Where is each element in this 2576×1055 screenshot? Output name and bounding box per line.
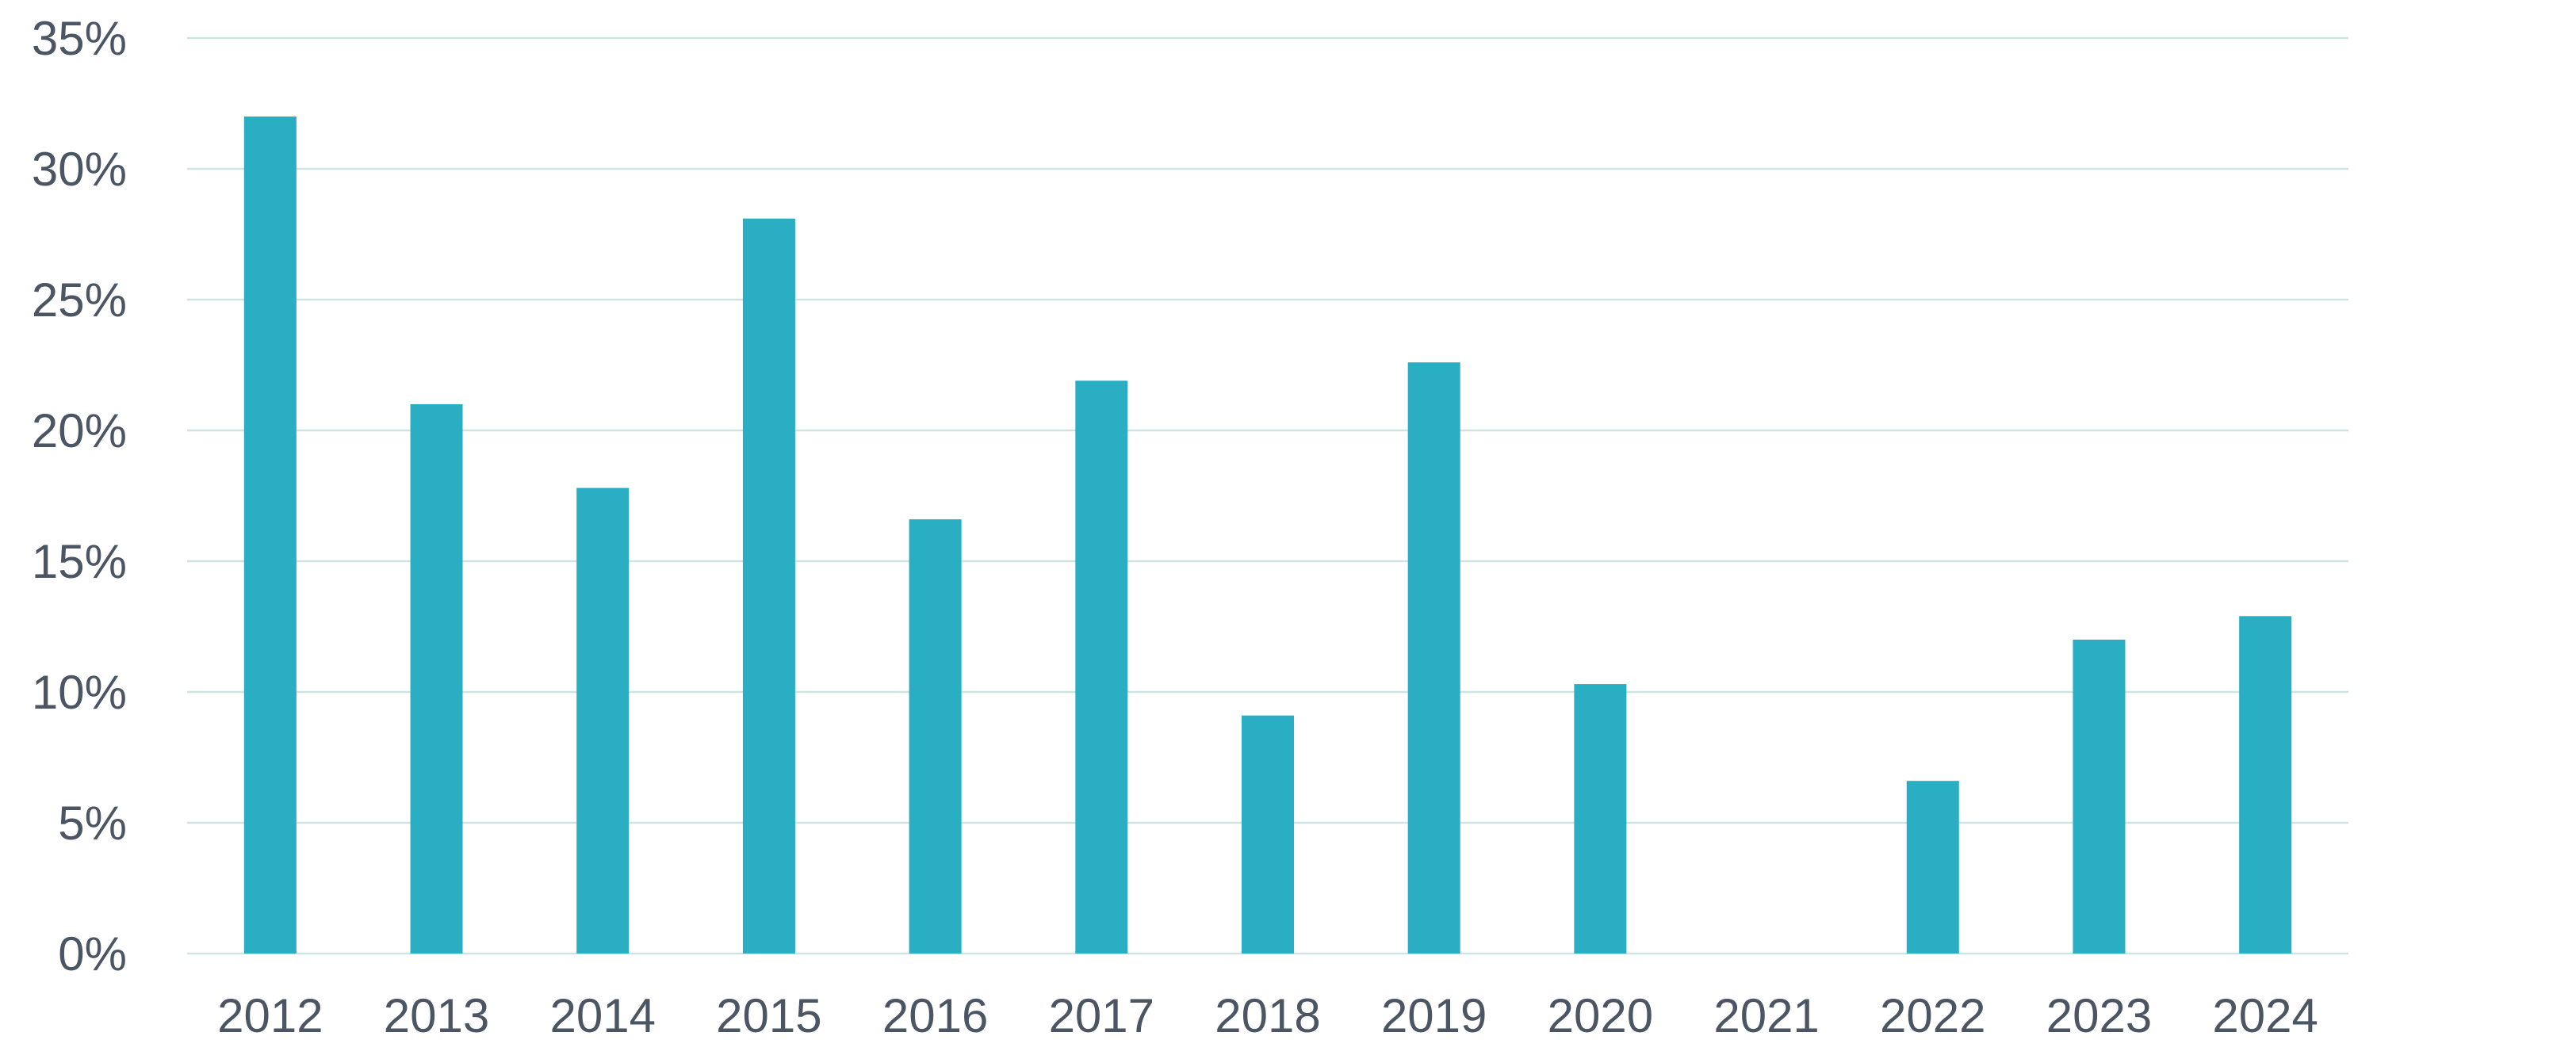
x-axis-ticks: 2012 2013 2014 2015 2016 2017 2018 2019 2020 2021…: [217, 989, 2318, 1042]
bar-2024: [2239, 616, 2292, 954]
gridlines: [187, 36, 2348, 955]
bar-2018: [1242, 715, 1294, 954]
y-tick-label: 10%: [32, 666, 127, 719]
x-tick-label-2020: 2020: [1548, 989, 1653, 1042]
bar-2012: [243, 117, 297, 954]
bar-2020: [1574, 684, 1627, 954]
bars: [243, 117, 2292, 954]
y-tick-label: 30%: [32, 143, 127, 196]
bar-2023: [2073, 640, 2126, 954]
x-tick-label-2023: 2023: [2046, 989, 2152, 1042]
bar-2016: [909, 519, 962, 954]
x-tick-label-2022: 2022: [1880, 989, 1985, 1042]
x-tick-label-2012: 2012: [217, 989, 323, 1042]
x-tick-label-2013: 2013: [384, 989, 489, 1042]
bar-2015: [742, 218, 795, 954]
y-tick-label: 35%: [32, 12, 127, 65]
x-tick-label-2016: 2016: [882, 989, 988, 1042]
x-tick-label-2018: 2018: [1215, 989, 1320, 1042]
y-tick-label: 5%: [58, 797, 127, 850]
y-axis-ticks: 0% 5% 10% 15% 20% 25% 30% 35%: [32, 12, 127, 980]
x-tick-label-2021: 2021: [1713, 989, 1819, 1042]
x-tick-label-2014: 2014: [549, 989, 655, 1042]
x-tick-label-2015: 2015: [716, 989, 821, 1042]
bar-2014: [576, 487, 630, 954]
x-tick-label-2024: 2024: [2212, 989, 2318, 1042]
y-tick-label: 0%: [58, 927, 127, 980]
bar-2013: [410, 404, 463, 954]
bar-2019: [1407, 362, 1460, 954]
y-tick-label: 25%: [32, 273, 127, 327]
x-tick-label-2019: 2019: [1381, 989, 1487, 1042]
x-tick-label-2017: 2017: [1049, 989, 1154, 1042]
bar-2017: [1075, 380, 1128, 954]
bar-2022: [1906, 781, 1959, 954]
y-tick-label: 15%: [32, 535, 127, 588]
y-tick-label: 20%: [32, 404, 127, 457]
